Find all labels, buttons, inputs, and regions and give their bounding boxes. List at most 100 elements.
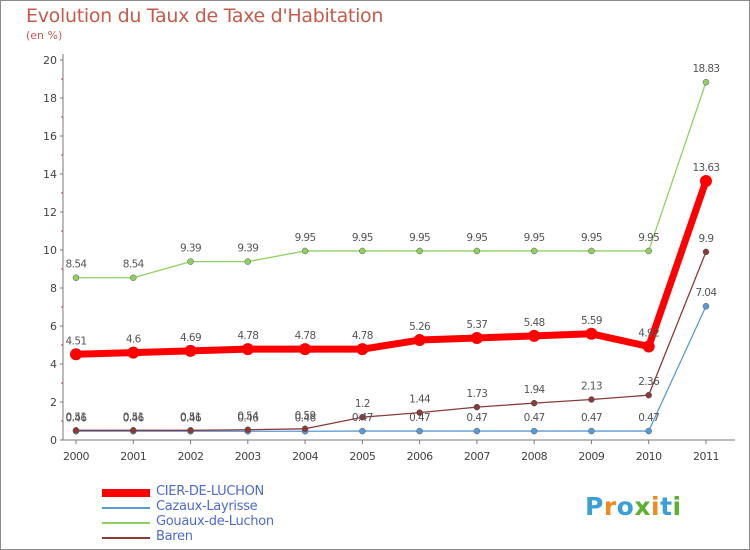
- data-label: 0.46: [66, 412, 88, 424]
- y-tick-label: 16: [43, 130, 57, 143]
- data-label: 9.95: [638, 232, 659, 244]
- data-point: [470, 331, 483, 344]
- data-label: 0.51: [180, 411, 201, 423]
- data-point: [187, 427, 194, 434]
- data-label: 13.63: [692, 162, 719, 174]
- data-label: 4.78: [295, 330, 316, 342]
- data-label: 0.46: [237, 412, 259, 424]
- series-line-cazaux-layrisse: [75, 305, 707, 432]
- x-tick-label: 2010: [636, 450, 662, 463]
- data-point: [127, 346, 140, 359]
- legend-swatch: [102, 522, 150, 524]
- legend-item: CIER-DE-LUCHON: [102, 484, 362, 500]
- data-label: 5.48: [524, 317, 545, 329]
- data-label: 9.95: [581, 232, 602, 244]
- data-label: 1.2: [355, 398, 370, 410]
- data-label: 4.69: [180, 332, 201, 344]
- data-label: 5.37: [466, 319, 487, 331]
- data-label: 0.46: [123, 412, 145, 424]
- data-label: 4.6: [126, 334, 142, 346]
- y-tick-label: 4: [50, 358, 57, 371]
- data-label: 9.95: [352, 232, 373, 244]
- chart-subtitle: (en %): [26, 29, 63, 42]
- data-label: 4.78: [352, 330, 373, 342]
- data-label: 9.95: [409, 232, 430, 244]
- x-tick-label: 2011: [693, 450, 719, 463]
- series-line-baren: [75, 251, 707, 431]
- data-label: 5.59: [581, 315, 602, 327]
- data-point: [241, 343, 254, 356]
- data-point: [187, 258, 194, 265]
- data-point: [72, 427, 80, 434]
- data-point: [244, 426, 252, 433]
- data-label: 0.51: [66, 411, 87, 423]
- y-tick-label: 12: [43, 206, 57, 219]
- data-label: 0.51: [123, 411, 144, 423]
- data-point: [130, 274, 137, 281]
- series-line-cier-de-luchon: [72, 177, 710, 358]
- data-label: 8.54: [66, 259, 88, 271]
- data-label: 0.47: [352, 412, 373, 424]
- chart-title: Evolution du Taux de Taxe d'Habitation: [26, 5, 384, 27]
- data-label: 9.39: [237, 243, 258, 255]
- x-tick-label: 2008: [521, 450, 547, 463]
- data-label: 2.13: [581, 381, 602, 393]
- x-tick-label: 2004: [292, 450, 318, 463]
- data-label: 9.95: [466, 232, 487, 244]
- data-label: 4.78: [237, 330, 258, 342]
- x-tick-label: 2005: [349, 450, 375, 463]
- proxiti-logo: Proxiti: [585, 492, 682, 521]
- data-label: 9.95: [295, 232, 316, 244]
- data-label: 18.83: [692, 63, 719, 75]
- y-tick-label: 0: [50, 434, 57, 447]
- data-point: [244, 258, 252, 265]
- data-label: 8.54: [123, 259, 145, 271]
- y-tick-label: 6: [50, 320, 57, 333]
- y-tick-label: 2: [50, 396, 57, 409]
- legend-swatch: [102, 489, 150, 497]
- data-label: 9.9: [699, 233, 714, 245]
- legend-label: Gouaux-de-Luchon: [156, 514, 274, 529]
- data-label: 1.73: [466, 388, 487, 400]
- data-point: [416, 247, 423, 255]
- data-point: [72, 274, 80, 281]
- data-point: [416, 409, 423, 416]
- data-point: [528, 329, 541, 342]
- y-tick-label: 14: [43, 168, 57, 181]
- legend-item: Cazaux-Layrisse: [102, 499, 362, 515]
- data-label: 9.39: [180, 243, 201, 255]
- legend-item: Gouaux-de-Luchon: [102, 514, 362, 530]
- y-tick-label: 18: [43, 92, 57, 105]
- data-point: [645, 247, 652, 255]
- data-label: 0.54: [237, 411, 259, 423]
- data-point: [356, 343, 369, 356]
- data-point: [699, 175, 712, 188]
- data-point: [130, 427, 137, 434]
- x-tick-label: 2001: [120, 450, 146, 463]
- legend-label: CIER-DE-LUCHON: [156, 484, 264, 499]
- data-point: [70, 348, 82, 361]
- legend-swatch: [102, 507, 150, 509]
- data-point: [359, 247, 366, 255]
- data-point: [588, 247, 595, 255]
- data-point: [184, 344, 197, 357]
- data-point: [416, 427, 423, 435]
- data-label: 1.94: [524, 384, 546, 396]
- data-point: [530, 247, 538, 255]
- legend-label: Baren: [156, 529, 193, 544]
- data-point: [473, 427, 481, 435]
- y-tick-label: 10: [43, 244, 57, 257]
- data-label: 0.47: [466, 412, 487, 424]
- data-label: 0.47: [524, 412, 545, 424]
- data-point: [473, 403, 481, 411]
- data-point: [642, 340, 655, 353]
- data-label: 4.92: [638, 328, 659, 340]
- data-point: [359, 413, 366, 421]
- data-point: [530, 399, 538, 407]
- data-label: 4.51: [66, 335, 87, 347]
- y-tick-label: 20: [43, 54, 57, 67]
- legend-swatch: [102, 537, 150, 539]
- x-tick-label: 2007: [464, 450, 490, 463]
